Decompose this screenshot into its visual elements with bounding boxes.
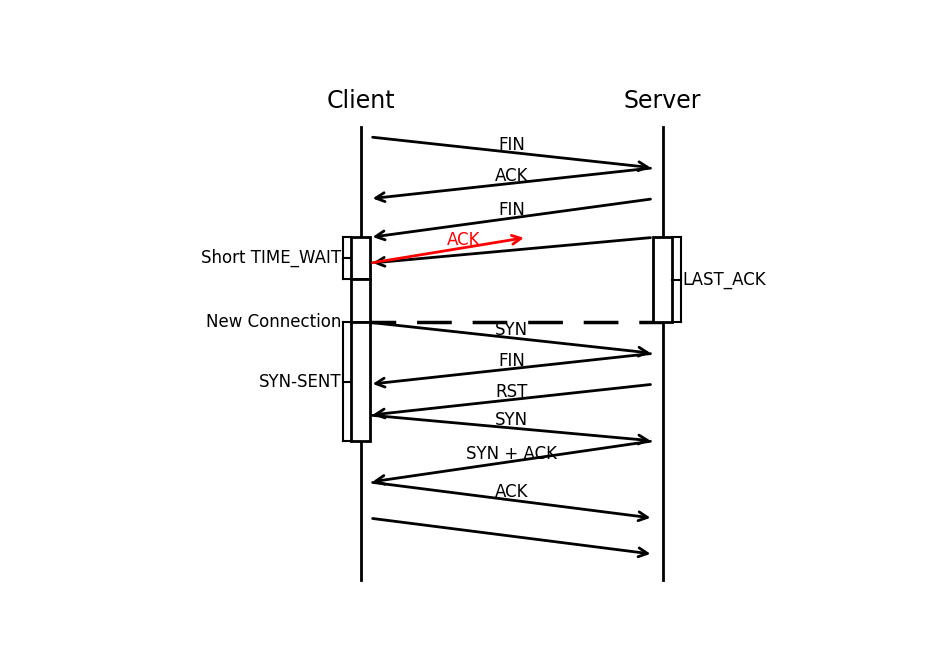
Text: SYN + ACK: SYN + ACK	[465, 445, 556, 463]
Text: FIN: FIN	[498, 201, 525, 219]
Text: RST: RST	[495, 383, 527, 401]
Text: SYN: SYN	[494, 411, 527, 429]
Text: FIN: FIN	[498, 352, 525, 370]
Text: Client: Client	[326, 89, 394, 113]
Bar	[350, 322, 370, 441]
Text: ACK: ACK	[494, 167, 527, 185]
Bar	[350, 237, 370, 278]
Text: Server: Server	[623, 89, 701, 113]
Text: New Connection: New Connection	[206, 313, 341, 331]
Text: ACK: ACK	[447, 231, 480, 249]
Text: ACK: ACK	[494, 484, 527, 501]
Text: SYN-SENT: SYN-SENT	[259, 373, 341, 391]
Text: SYN: SYN	[494, 321, 527, 339]
Text: LAST_ACK: LAST_ACK	[681, 271, 765, 289]
Text: Short TIME_WAIT: Short TIME_WAIT	[201, 249, 341, 267]
Text: FIN: FIN	[498, 136, 525, 154]
Bar	[653, 237, 671, 322]
Bar	[350, 278, 370, 322]
